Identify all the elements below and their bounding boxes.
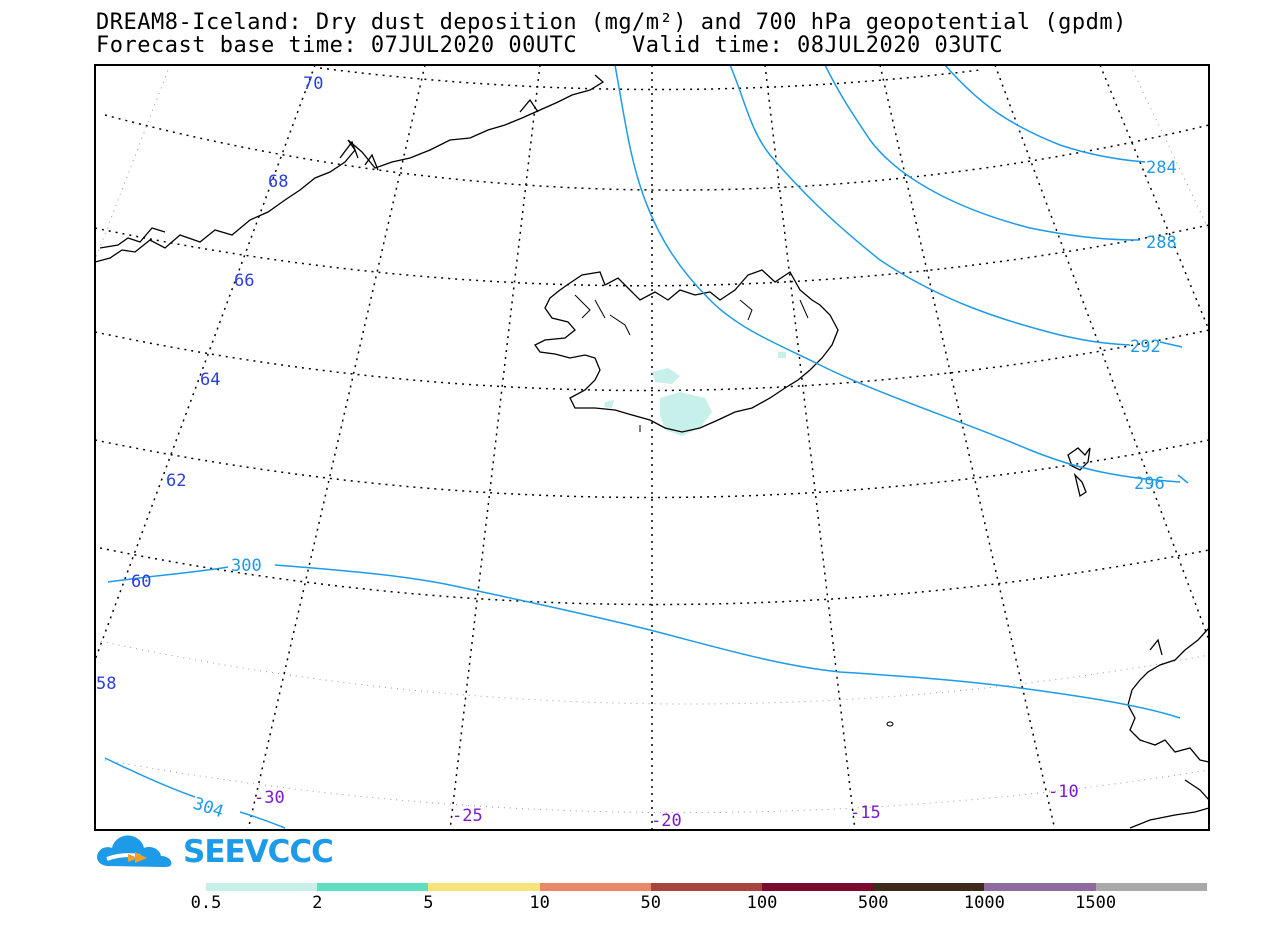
colorbar-segment (206, 883, 318, 891)
faroe-islands (1067, 447, 1091, 498)
iceland-fjords (574, 294, 809, 432)
colorbar-label: 50 (640, 893, 662, 913)
lat-label: 68 (268, 172, 288, 192)
contour-label: 288 (1146, 233, 1177, 253)
time-info: Forecast base time: 07JUL2020 00UTC Vali… (96, 33, 1004, 58)
map-title: DREAM8-Iceland: Dry dust deposition (mg/… (96, 10, 1127, 35)
lat-label: 66 (234, 271, 254, 291)
colorbar-segment (539, 883, 652, 891)
longitude-labels: -30 -25 -20 -15 -10 (254, 782, 1079, 831)
graticule-meridians (95, 65, 1209, 830)
colorbar-label: 10 (529, 893, 550, 913)
seevccc-logo (97, 835, 172, 867)
light-graticule (95, 65, 1209, 814)
colorbar-segment (650, 883, 763, 891)
lon-label: -30 (254, 788, 285, 808)
contour-label: 296 (1134, 474, 1165, 494)
norway-coast (1127, 627, 1209, 829)
lon-label: -10 (1048, 782, 1079, 802)
lat-label: 58 (96, 674, 116, 694)
lat-label: 64 (200, 370, 220, 390)
colorbar-label: 1500 (1075, 893, 1117, 913)
dust-deposition (604, 352, 786, 436)
lat-label: 70 (303, 74, 323, 94)
lat-label: 60 (131, 572, 151, 592)
geopotential-contours (104, 65, 1189, 829)
contour-label: 292 (1130, 337, 1161, 357)
colorbar-segment (317, 883, 429, 891)
contour-label: 300 (231, 556, 262, 576)
colorbar-label: 2 (312, 893, 323, 913)
colorbar-segment (873, 883, 985, 891)
colorbar-label: 500 (857, 893, 889, 913)
lon-label: -25 (452, 806, 483, 826)
colorbar-label: 0.5 (190, 893, 222, 913)
colorbar-segment (428, 883, 541, 891)
small-island (886, 721, 894, 727)
colorbar-label: 1000 (963, 893, 1005, 913)
colorbar-segment (762, 883, 874, 891)
map-frame (94, 64, 1210, 831)
contour-label: 284 (1146, 158, 1177, 178)
colorbar-segment (984, 883, 1097, 891)
iceland-coast (534, 269, 839, 433)
brand-name: SEEVCCC (183, 834, 334, 870)
lon-label: -15 (850, 803, 881, 823)
colorbar-label: 100 (746, 893, 778, 913)
graticule-parallels (95, 67, 1209, 606)
lat-label: 62 (166, 471, 186, 491)
greenland-coast (95, 74, 605, 263)
colorbar-segment (1095, 883, 1208, 891)
lon-label: -20 (651, 811, 682, 831)
latitude-labels: 70 68 66 64 62 60 58 (96, 74, 323, 694)
colorbar-label: 5 (423, 893, 434, 913)
contour-label: 304 (190, 794, 225, 823)
